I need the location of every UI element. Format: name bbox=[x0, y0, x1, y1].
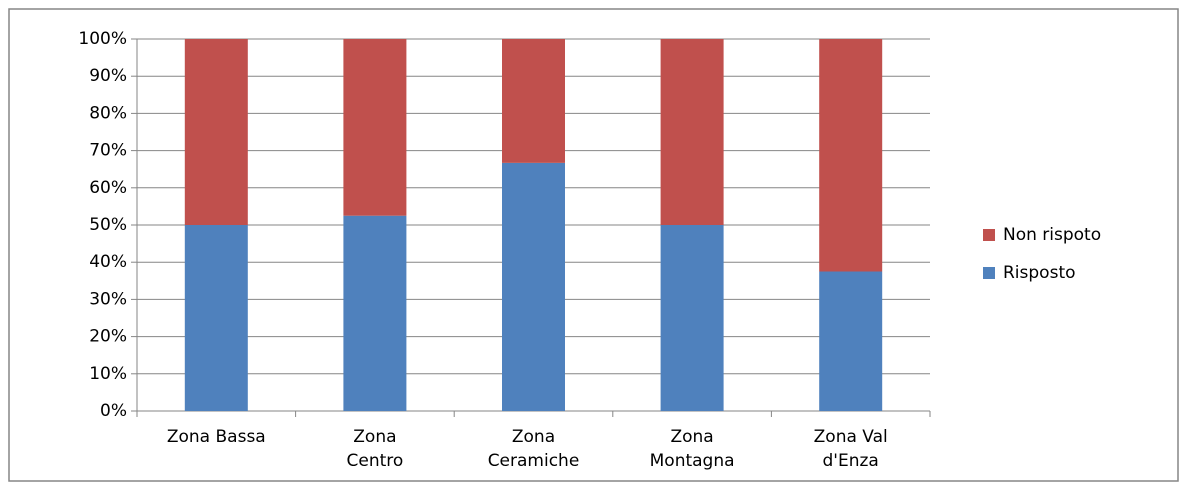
bar-segment bbox=[184, 225, 248, 411]
y-tick-label: 100% bbox=[78, 29, 127, 49]
y-tick-label: 20% bbox=[89, 327, 127, 347]
x-tick-label: Zona Ceramiche bbox=[487, 427, 580, 471]
bar-segment bbox=[660, 225, 724, 411]
legend-label: Non rispoto bbox=[1003, 225, 1101, 245]
y-tick-label: 30% bbox=[89, 289, 127, 309]
y-tick-label: 90% bbox=[89, 66, 127, 86]
bar-segment bbox=[343, 215, 407, 411]
y-tick-label: 60% bbox=[89, 178, 127, 198]
y-tick-label: 10% bbox=[89, 364, 127, 384]
legend-swatch bbox=[983, 267, 995, 279]
legend-label: Risposto bbox=[1003, 263, 1076, 283]
bar-segment bbox=[819, 271, 883, 411]
x-tick-label: Zona Bassa bbox=[166, 427, 266, 447]
legend-swatch bbox=[983, 229, 995, 241]
y-tick-label: 40% bbox=[89, 252, 127, 272]
y-tick-label: 70% bbox=[89, 141, 127, 161]
x-tick-label: Zona Val d'Enza bbox=[813, 427, 888, 471]
bar-segment bbox=[502, 39, 565, 163]
y-tick-label: 50% bbox=[89, 215, 127, 235]
bar-segment bbox=[502, 162, 565, 411]
y-tick-label: 0% bbox=[100, 401, 127, 421]
bar-segment bbox=[184, 39, 248, 225]
bar-segment bbox=[819, 39, 883, 272]
y-tick-label: 80% bbox=[89, 103, 127, 123]
bar-segment bbox=[343, 39, 407, 216]
chart-border bbox=[8, 8, 1179, 482]
bar-segment bbox=[660, 39, 724, 225]
x-tick-label: Zona Montagna bbox=[649, 427, 735, 471]
x-tick-label: Zona Centro bbox=[346, 427, 404, 471]
